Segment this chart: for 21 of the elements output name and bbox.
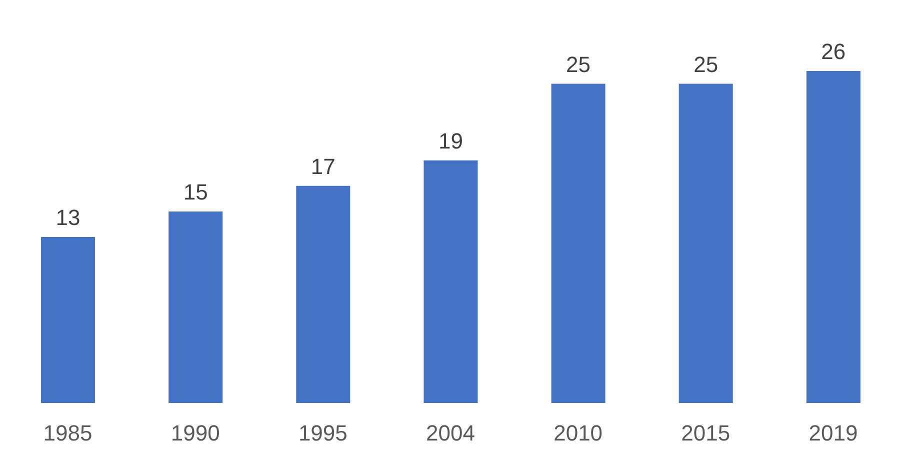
bar — [551, 84, 606, 403]
bar — [168, 211, 223, 403]
data-label: 26 — [821, 39, 846, 64]
bar — [296, 186, 350, 403]
bar — [678, 84, 733, 403]
data-label: 25 — [694, 52, 718, 77]
x-tick-label: 2019 — [808, 420, 858, 446]
bar — [806, 71, 860, 403]
x-tick-label: 2015 — [681, 420, 730, 446]
data-label: 15 — [183, 179, 208, 204]
x-tick-label: 1985 — [43, 420, 92, 446]
bar — [41, 237, 95, 403]
x-tick-label: 1990 — [170, 420, 220, 446]
data-label: 13 — [56, 205, 80, 230]
x-tick-label: 1995 — [298, 420, 348, 446]
data-label: 17 — [310, 154, 336, 179]
x-tick-label: 2010 — [554, 420, 603, 446]
x-tick-label: 2004 — [426, 420, 475, 446]
data-label: 19 — [438, 128, 463, 154]
bar — [424, 160, 478, 403]
data-label: 25 — [566, 52, 591, 77]
